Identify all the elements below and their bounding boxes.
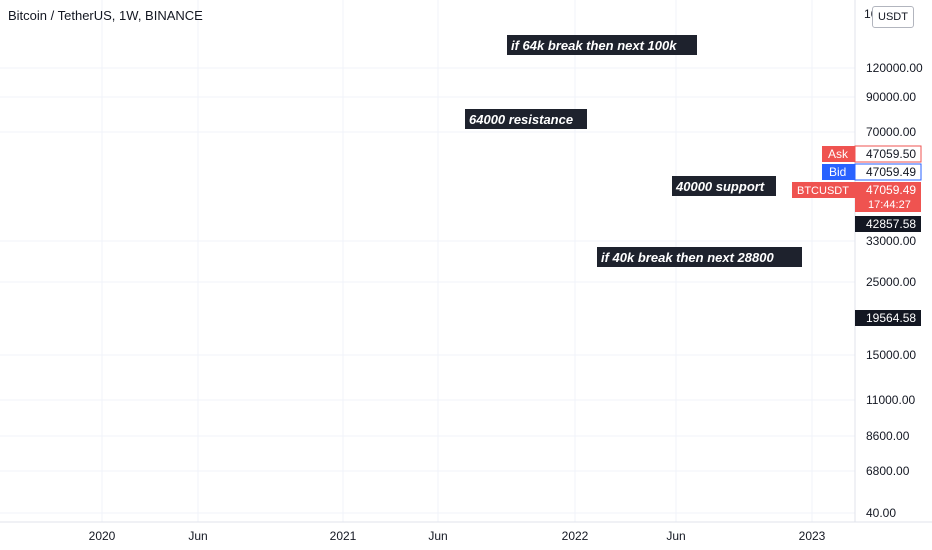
y-tick-6: 11000.00 (866, 393, 915, 407)
annotation-breakdown-target-box (597, 247, 802, 267)
annotation-support-box (672, 176, 776, 196)
price-badges: Ask 47059.50 Bid 47059.49 BTCUSDT 47059.49 17:… (792, 145, 922, 326)
ask-value: 47059.50 (866, 147, 916, 161)
bid-label-box (822, 164, 855, 180)
x-tick-0: 2020 (89, 529, 116, 543)
level-2-box (855, 310, 921, 326)
last-symbol: BTCUSDT (797, 185, 849, 197)
x-tick-4: 2022 (562, 529, 589, 543)
y-tick-0: 120000.00 (866, 61, 923, 75)
last-value-box (855, 182, 921, 212)
y-tick-1: 90000.00 (866, 90, 916, 104)
bid-value: 47059.49 (866, 165, 916, 179)
x-tick-5: Jun (666, 529, 685, 543)
ask-label-box (822, 146, 855, 162)
currency-button[interactable]: USDT (872, 6, 914, 28)
y-tick-3: 33000.00 (866, 234, 916, 248)
level-2-value: 19564.58 (866, 311, 916, 325)
level-1-value: 42857.58 (866, 217, 916, 231)
x-tick-6: 2023 (799, 529, 826, 543)
ask-label: Ask (828, 147, 849, 161)
last-symbol-box (792, 182, 855, 198)
annotation-resistance: 64000 resistance (469, 112, 573, 127)
last-value: 47059.49 (866, 183, 916, 197)
annotation-breakdown-target: if 40k break then next 28800 (601, 250, 774, 265)
annotation-breakout-target: if 64k break then next 100k (511, 38, 677, 53)
x-tick-2: 2021 (330, 529, 357, 543)
bid-value-box (854, 163, 922, 181)
x-tick-1: Jun (188, 529, 207, 543)
y-tick-7: 8600.00 (866, 429, 910, 443)
annotation-support: 40000 support (675, 179, 765, 194)
ask-value-box (854, 145, 922, 163)
y-tick-5: 15000.00 (866, 348, 916, 362)
x-tick-3: Jun (428, 529, 447, 543)
level-1-box (855, 216, 921, 232)
annotation-breakout-target-box (507, 35, 697, 55)
last-countdown: 17:44:27 (868, 199, 911, 211)
annotation-resistance-box (465, 109, 587, 129)
grid (0, 0, 855, 522)
y-tick-8: 6800.00 (866, 464, 910, 478)
y-tick-2: 70000.00 (866, 125, 916, 139)
time-axis[interactable]: 2020 Jun 2021 Jun 2022 Jun 2023 (89, 529, 826, 543)
annotations: if 64k break then next 100k 64000 resista… (465, 35, 802, 267)
y-tick-4: 25000.00 (866, 275, 916, 289)
y-tick-9: 40.00 (866, 506, 896, 520)
bid-label: Bid (829, 165, 846, 179)
chart-title: Bitcoin / TetherUS, 1W, BINANCE (8, 8, 203, 23)
